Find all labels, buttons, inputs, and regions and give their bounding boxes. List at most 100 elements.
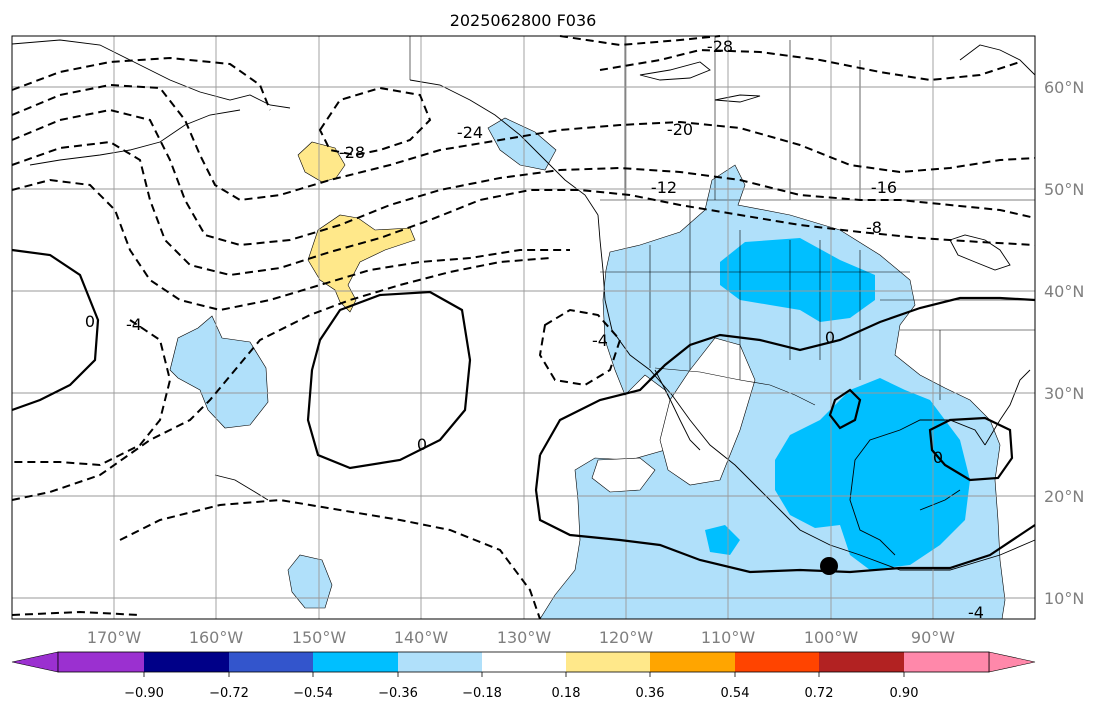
colorbar-tick-label: 0.36 xyxy=(636,686,665,701)
neg-shade-white-hole-1 xyxy=(659,337,756,486)
colorbar-tick-label: 0.54 xyxy=(721,686,750,701)
colorbar-tick-label: 0.72 xyxy=(805,686,834,701)
contour-dashed-12 xyxy=(599,48,1021,82)
contour-zero-gulf xyxy=(928,416,1014,482)
contour-dashed-9 xyxy=(538,308,622,387)
coast-arctic-island xyxy=(639,61,711,81)
lon-label: 130°W xyxy=(497,628,552,647)
contour-dashed-5 xyxy=(11,178,570,312)
neg-shade-na-mid-3 xyxy=(705,525,740,555)
lon-label: 140°W xyxy=(394,628,449,647)
lat-label: 20°N xyxy=(1044,487,1084,506)
map-panel: -28 -28 -20 -24 -16 -12 -8 -4 -4 -4 0 0 … xyxy=(11,35,1036,622)
contour-zero-east-2 xyxy=(534,454,1036,574)
coast-yucatan xyxy=(919,489,961,511)
contour-label: -12 xyxy=(651,178,677,197)
colorbar-tick-label: −0.54 xyxy=(293,686,333,701)
contour-dashed-10 xyxy=(318,86,432,157)
contour-dashed-6 xyxy=(12,319,172,467)
colorbar-segment xyxy=(482,652,566,672)
colorbar-extend-min xyxy=(11,651,59,673)
colorbar-extend-max xyxy=(988,651,1036,673)
coast-baja xyxy=(654,369,701,451)
colorbar-segment xyxy=(144,652,229,672)
coast-gulf-mexico xyxy=(849,419,986,556)
colorbar-segment xyxy=(566,652,650,672)
contour-label: -28 xyxy=(339,143,365,162)
lat-label: 40°N xyxy=(1044,282,1084,301)
contour-label: -4 xyxy=(592,331,608,350)
contour-label: 0 xyxy=(933,448,943,467)
contour-dashed-11 xyxy=(559,35,721,47)
colorbar-tick-label: 0.18 xyxy=(552,686,581,701)
lon-label: 170°W xyxy=(87,628,142,647)
pos-shade-north xyxy=(297,141,346,183)
lon-label: 100°W xyxy=(804,628,859,647)
zero-contours xyxy=(11,248,1036,574)
colorbar-tick-labels: −0.90 −0.72 −0.54 −0.36 −0.18 0.18 0.36 … xyxy=(124,686,918,701)
contour-label: -28 xyxy=(707,37,733,56)
contour-dashed-3 xyxy=(11,108,1036,247)
border-us-states-2 xyxy=(819,240,1035,400)
lon-label: 150°W xyxy=(292,628,347,647)
border-us-states-1 xyxy=(600,200,910,380)
negative-contours xyxy=(11,35,1036,620)
coast-hudson xyxy=(959,44,1036,76)
gridlines xyxy=(12,36,1035,619)
contour-label: -24 xyxy=(457,123,483,142)
lat-label: 30°N xyxy=(1044,384,1084,403)
lon-label: 90°W xyxy=(911,628,955,647)
colorbar-tick-label: −0.18 xyxy=(462,686,502,701)
lat-label: 10°N xyxy=(1044,589,1084,608)
contour-zero-west xyxy=(11,248,100,412)
neg-shade-na-mid-2 xyxy=(775,378,970,570)
contour-label: -4 xyxy=(968,603,984,622)
contour-zero-east xyxy=(539,296,1036,456)
contour-label: -8 xyxy=(866,218,882,237)
map-frame xyxy=(11,35,1036,620)
border-canada-provinces xyxy=(624,36,861,200)
contour-label: -16 xyxy=(871,178,897,197)
neg-shade-small xyxy=(287,554,333,609)
pos-shade-central xyxy=(307,214,416,313)
lon-label: 160°W xyxy=(189,628,244,647)
lon-label: 120°W xyxy=(599,628,654,647)
colorbar-segment xyxy=(904,652,989,672)
storm-center-marker xyxy=(820,557,838,575)
lat-label: 50°N xyxy=(1044,180,1084,199)
contour-label: -4 xyxy=(126,315,142,334)
contour-label-group: -28 -28 -20 -24 -16 -12 -8 -4 -4 -4 0 0 … xyxy=(85,37,984,622)
contour-zero-central xyxy=(306,290,472,470)
contour-dashed-7 xyxy=(11,257,551,501)
coast-aleutians xyxy=(29,109,241,166)
neg-shade-alaska xyxy=(487,117,557,171)
colorbar-tick-label: −0.72 xyxy=(209,686,249,701)
colorbar-ticks xyxy=(143,672,905,677)
neg-shade-white-hole-2 xyxy=(591,457,656,493)
colorbar-segment xyxy=(735,652,819,672)
contour-dashed-4 xyxy=(11,140,1036,277)
contour-dashed-1 xyxy=(11,56,271,111)
colorbar-tick-label: −0.36 xyxy=(378,686,418,701)
lat-label: 60°N xyxy=(1044,78,1084,97)
contour-dashed-2 xyxy=(11,83,1036,202)
coast-alaska-south xyxy=(409,79,599,216)
contour-label: 0 xyxy=(825,328,835,347)
colorbar-frame xyxy=(57,651,990,673)
colorbar-tick-label: −0.90 xyxy=(124,686,164,701)
colorbar-tick-label: 0.90 xyxy=(890,686,919,701)
colorbar-segment xyxy=(313,652,398,672)
coast-florida xyxy=(984,369,1031,446)
colorbar-segment xyxy=(650,652,735,672)
colorbar-segment xyxy=(229,652,313,672)
plot-title: 2025062800 F036 xyxy=(450,11,597,30)
colorbar: −0.90 −0.72 −0.54 −0.36 −0.18 0.18 0.36 … xyxy=(11,651,1036,701)
coast-alaska-west xyxy=(11,39,291,109)
border-us-mexico xyxy=(654,367,816,406)
coast-greatlakes xyxy=(949,234,1011,271)
lon-axis-labels: 170°W 160°W 150°W 140°W 130°W 120°W 110°… xyxy=(87,628,955,647)
colorbar-segment xyxy=(58,652,144,672)
political-borders xyxy=(409,36,1035,406)
contour-label: -20 xyxy=(667,120,693,139)
